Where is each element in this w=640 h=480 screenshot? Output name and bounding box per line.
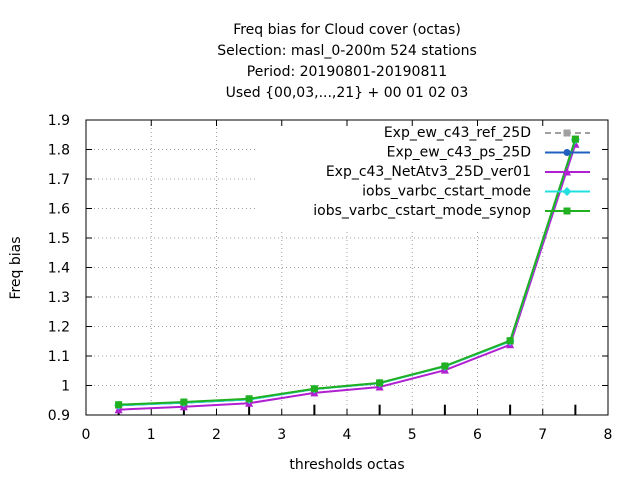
- legend-label: iobs_varbc_cstart_mode_synop: [313, 203, 531, 219]
- series-5: [115, 135, 579, 409]
- legend-label: Exp_c43_NetAtv3_25D_ver01: [326, 164, 531, 180]
- legend-label: Exp_ew_c43_ref_25D: [384, 125, 531, 141]
- x-axis-label: thresholds octas: [289, 457, 404, 473]
- series-point: [180, 398, 188, 406]
- chart-title: Freq bias for Cloud cover (octas) Select…: [217, 22, 477, 101]
- x-tick-label: 2: [212, 427, 221, 443]
- y-tick-label: 1.8: [48, 143, 70, 159]
- legend-marker: [562, 187, 572, 196]
- legend-entry-1: Exp_ew_c43_ref_25D: [384, 125, 590, 141]
- chart-title-line-4: Used {00,03,...,21} + 00 01 02 03: [226, 85, 469, 101]
- axis-ticks: [85, 119, 609, 416]
- legend-marker: [563, 129, 571, 137]
- chart-title-line-2: Selection: masl_0-200m 524 stations: [217, 43, 477, 59]
- y-tick-label: 1.7: [48, 172, 70, 188]
- legend-entry-2: Exp_ew_c43_ps_25D: [387, 145, 590, 161]
- legend-label: Exp_ew_c43_ps_25D: [387, 145, 531, 161]
- x-tick-label: 8: [604, 427, 613, 443]
- series-lines: [114, 135, 580, 414]
- series-point: [571, 135, 579, 143]
- series-point: [310, 385, 318, 393]
- y-tick-label: 1.9: [48, 113, 70, 129]
- chart-title-line-3: Period: 20190801-20190811: [247, 64, 447, 80]
- y-tick-label: 1.2: [48, 320, 70, 336]
- x-tick-label: 6: [473, 427, 482, 443]
- series-line: [118, 138, 577, 406]
- y-tick-label: 1.3: [48, 290, 70, 306]
- legend-marker: [563, 167, 571, 176]
- series-line: [118, 143, 577, 411]
- series-point: [115, 401, 123, 409]
- x-tick-label: 0: [82, 427, 91, 443]
- series-point: [376, 379, 384, 387]
- y-tick-label: 1.6: [48, 202, 70, 218]
- x-axis-tick-labels: 0 1 2 3 4 5 6 7 8: [82, 427, 613, 443]
- legend-entry-4: iobs_varbc_cstart_mode: [362, 184, 590, 200]
- x-tick-label: 3: [277, 427, 286, 443]
- x-tick-label: 1: [147, 427, 156, 443]
- legend-entry-5: iobs_varbc_cstart_mode_synop: [313, 203, 590, 219]
- series-point: [441, 362, 449, 370]
- legend-marker: [563, 149, 571, 156]
- x-tick-label: 4: [343, 427, 352, 443]
- series-point: [506, 337, 514, 345]
- y-tick-label: 1.4: [48, 261, 70, 277]
- chart-title-line-1: Freq bias for Cloud cover (octas): [233, 22, 461, 38]
- legend-entry-3: Exp_c43_NetAtv3_25D_ver01: [326, 164, 590, 180]
- y-axis-tick-labels: 0.9 1 1.1 1.2 1.3 1.4 1.5 1.6 1.7 1.8 1.9: [48, 113, 70, 424]
- x-tick-label: 5: [408, 427, 417, 443]
- y-tick-label: 1.5: [48, 231, 70, 247]
- y-tick-label: 1: [61, 379, 70, 395]
- series-point: [245, 395, 253, 403]
- y-axis-label: Freq bias: [8, 236, 24, 299]
- legend-label: iobs_varbc_cstart_mode: [362, 184, 531, 200]
- legend-marker: [563, 207, 571, 215]
- y-tick-label: 0.9: [48, 408, 70, 424]
- x-tick-label: 7: [538, 427, 547, 443]
- y-tick-label: 1.1: [48, 349, 70, 365]
- legend: Exp_ew_c43_ref_25D Exp_ew_c43_ps_25D Exp_c…: [313, 125, 590, 219]
